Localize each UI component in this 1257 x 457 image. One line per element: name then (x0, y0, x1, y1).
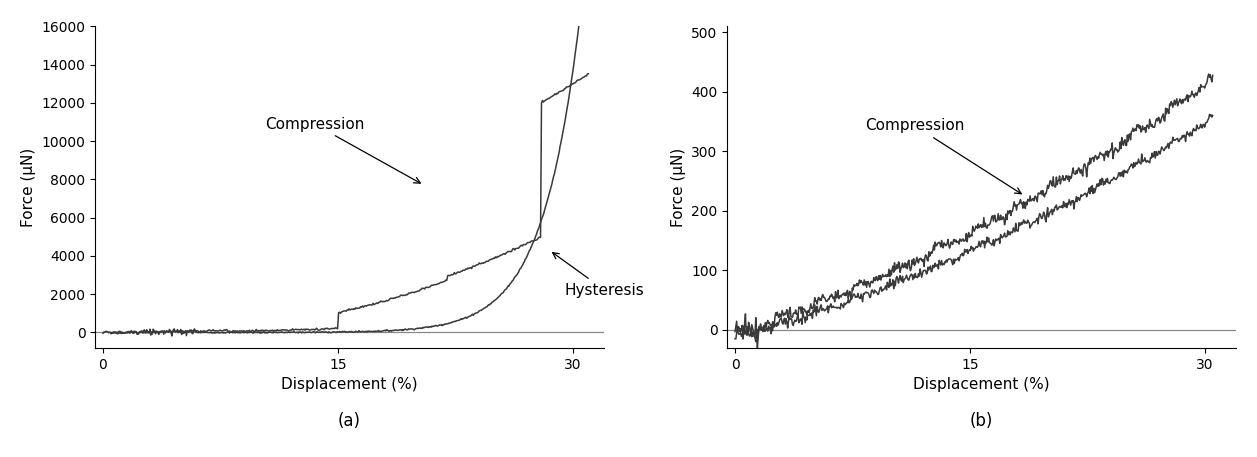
Text: Compression: Compression (866, 118, 1021, 194)
Y-axis label: Force (μN): Force (μN) (21, 148, 36, 227)
X-axis label: Displacement (%): Displacement (%) (282, 377, 417, 392)
Text: Compression: Compression (265, 117, 420, 183)
Text: (b): (b) (970, 412, 993, 430)
Text: Hysteresis: Hysteresis (553, 253, 645, 298)
Y-axis label: Force (μN): Force (μN) (670, 148, 685, 227)
Text: (a): (a) (338, 412, 361, 430)
X-axis label: Displacement (%): Displacement (%) (914, 377, 1050, 392)
